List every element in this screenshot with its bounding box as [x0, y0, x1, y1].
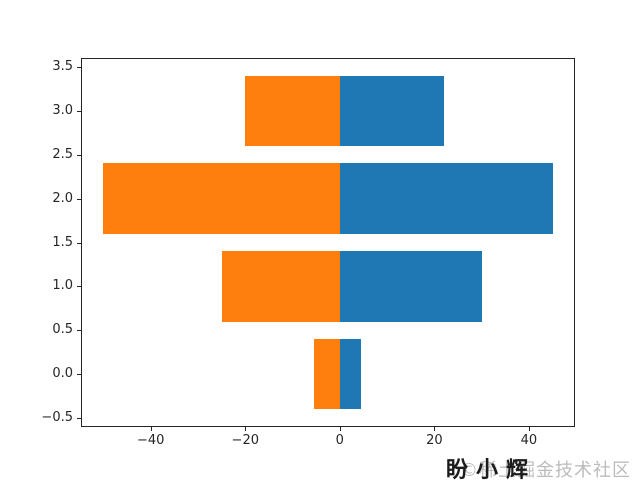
y-tick-label: 2.0	[52, 190, 73, 206]
y-tick-label: 3.0	[52, 102, 73, 118]
x-tick-mark	[339, 427, 341, 431]
y-tick-label: −0.5	[41, 410, 73, 426]
watermark-community-text: ©稀土掘金技术社区	[460, 460, 631, 481]
x-tick-mark	[434, 427, 436, 431]
x-tick-label: 0	[335, 433, 344, 448]
y-tick-label: 2.5	[52, 146, 73, 162]
x-tick-mark	[150, 427, 152, 431]
y-tick-label: 1.5	[52, 234, 73, 250]
y-tick-mark	[77, 198, 81, 200]
x-tick-label: 40	[520, 433, 538, 448]
y-tick-label: 1.0	[52, 278, 73, 294]
bar-y2-positive	[339, 163, 553, 234]
y-tick-mark	[77, 330, 81, 332]
bar-y2-negative	[103, 163, 340, 234]
y-tick-mark	[77, 374, 81, 376]
y-tick-label: 0.0	[52, 366, 73, 382]
x-tick-label: −20	[231, 433, 259, 448]
y-tick-mark	[77, 242, 81, 244]
x-tick-label: −40	[137, 433, 165, 448]
bar-y1-negative	[221, 251, 340, 322]
x-tick-mark	[245, 427, 247, 431]
x-tick-mark	[528, 427, 530, 431]
watermark-author-text: 盼小辉	[446, 458, 537, 483]
y-tick-mark	[77, 286, 81, 288]
bar-y0-positive	[339, 339, 362, 410]
y-tick-label: 3.5	[52, 58, 73, 74]
y-tick-mark	[77, 154, 81, 156]
x-tick-label: 20	[426, 433, 443, 448]
bar-y3-positive	[339, 75, 444, 146]
bar-y1-positive	[339, 251, 482, 322]
y-tick-mark	[77, 110, 81, 112]
y-tick-label: 0.5	[52, 322, 73, 338]
y-tick-mark	[77, 66, 81, 68]
bar-y3-negative	[245, 75, 340, 146]
plot-area	[81, 58, 575, 427]
y-tick-mark	[77, 418, 81, 420]
bar-y0-negative	[313, 339, 340, 410]
